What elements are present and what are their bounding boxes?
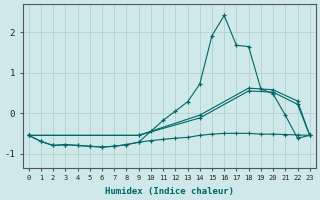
X-axis label: Humidex (Indice chaleur): Humidex (Indice chaleur) — [105, 187, 234, 196]
